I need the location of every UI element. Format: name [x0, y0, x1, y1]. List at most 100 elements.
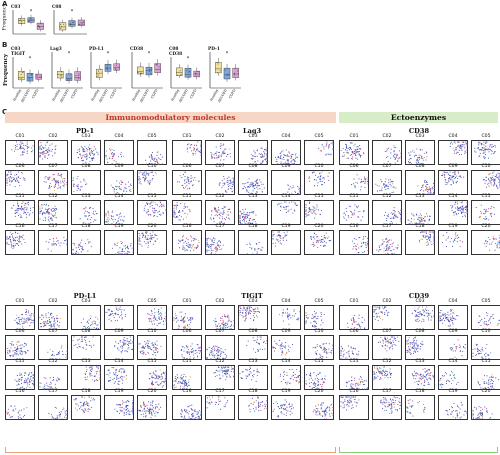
- tsne-point: [54, 146, 56, 148]
- tsne-point: [29, 318, 31, 320]
- tsne-point: [392, 242, 394, 244]
- tsne-point: [113, 150, 115, 152]
- tsne-point: [462, 212, 464, 214]
- boxplot-point: [20, 77, 22, 79]
- tsne-point: [208, 249, 210, 251]
- cluster-label: C15: [147, 194, 157, 199]
- tsne-point: [493, 180, 495, 182]
- tsne-point: [223, 178, 225, 180]
- tsne-point: [86, 369, 88, 371]
- tsne-point: [286, 309, 288, 311]
- tsne-point: [356, 158, 359, 160]
- tsne-point: [148, 214, 150, 216]
- boxplot-point: [224, 69, 226, 71]
- boxplot-point: [69, 73, 71, 75]
- tsne-point: [277, 155, 279, 158]
- tsne-point: [132, 348, 134, 351]
- tsne-point: [305, 315, 307, 317]
- tsne-point: [209, 217, 212, 219]
- tsne-point: [152, 210, 154, 212]
- tsne-point: [282, 150, 284, 152]
- tsne-point: [427, 223, 429, 225]
- tsne-point: [105, 213, 107, 215]
- tsne-point: [110, 217, 112, 220]
- tsne-point: [77, 405, 79, 407]
- tsne-point: [111, 163, 113, 165]
- tsne-point: [421, 157, 423, 160]
- tsne-point: [23, 322, 25, 324]
- tsne-point: [206, 239, 208, 241]
- tsne-point: [149, 240, 151, 242]
- tsne-point: [182, 318, 184, 320]
- tsne-point: [56, 315, 58, 317]
- tsne-point: [25, 382, 27, 384]
- tsne-point: [332, 141, 334, 143]
- tsne-point: [421, 218, 423, 220]
- tsne-point: [443, 175, 445, 177]
- tsne-point: [348, 149, 351, 151]
- tsne-point: [261, 147, 263, 149]
- tsne-point: [223, 206, 225, 208]
- tsne-point: [6, 235, 8, 237]
- tsne-point: [160, 378, 162, 380]
- tsne-point: [48, 386, 50, 388]
- tsne-point: [25, 318, 27, 320]
- tsne-point: [249, 313, 251, 315]
- tsne-point: [184, 212, 186, 214]
- boxplot-box: [113, 63, 120, 71]
- tsne-point: [77, 185, 79, 188]
- tsne-point: [10, 177, 12, 179]
- tsne-point: [53, 210, 55, 212]
- tsne-point: [127, 245, 129, 247]
- tsne-point: [161, 318, 163, 320]
- tsne-point: [321, 320, 323, 322]
- tsne-point: [83, 410, 85, 412]
- tsne-point: [140, 406, 142, 408]
- tsne-point: [360, 186, 362, 188]
- tsne-point: [190, 235, 192, 237]
- tsne-point: [215, 324, 217, 326]
- tsne-point: [453, 238, 455, 240]
- tsne-point: [125, 413, 127, 415]
- tsne-point: [393, 210, 395, 212]
- tsne-point: [179, 311, 181, 313]
- tsne-point: [218, 151, 220, 154]
- tsne-point: [387, 179, 390, 181]
- tsne-point: [483, 218, 485, 220]
- tsne-point: [190, 175, 192, 177]
- tsne-point: [252, 190, 254, 192]
- tsne-point: [23, 408, 25, 410]
- tsne-point: [162, 372, 164, 374]
- tsne-point: [20, 387, 22, 389]
- boxplot-point: [106, 67, 108, 69]
- tsne-point: [26, 381, 28, 384]
- tsne-point: [480, 212, 482, 214]
- tsne-point: [283, 154, 285, 156]
- boxplot-point: [31, 73, 33, 75]
- tsne-point: [266, 154, 268, 156]
- tsne-point: [111, 158, 113, 160]
- tsne-point: [14, 244, 17, 246]
- tsne-point: [90, 315, 92, 317]
- tsne-point: [488, 185, 490, 187]
- tsne-plot: [71, 200, 101, 225]
- tsne-point: [461, 145, 463, 147]
- tsne-point: [32, 319, 34, 322]
- tsne-point: [249, 244, 251, 246]
- tsne-point: [105, 221, 107, 223]
- tsne-point: [42, 204, 44, 206]
- tsne-point: [58, 411, 60, 414]
- tsne-point: [156, 412, 158, 414]
- tsne-point: [53, 174, 55, 176]
- tsne-point: [88, 344, 90, 347]
- tsne-point: [149, 206, 151, 208]
- tsne-point: [124, 186, 126, 188]
- tsne-point: [140, 183, 142, 185]
- tsne-point: [114, 346, 116, 348]
- tsne-point: [152, 346, 154, 348]
- tsne-point: [425, 159, 427, 161]
- tsne-point: [251, 211, 253, 213]
- tsne-point: [11, 244, 13, 246]
- cluster-label: C09: [281, 164, 291, 169]
- tsne-point: [307, 211, 309, 213]
